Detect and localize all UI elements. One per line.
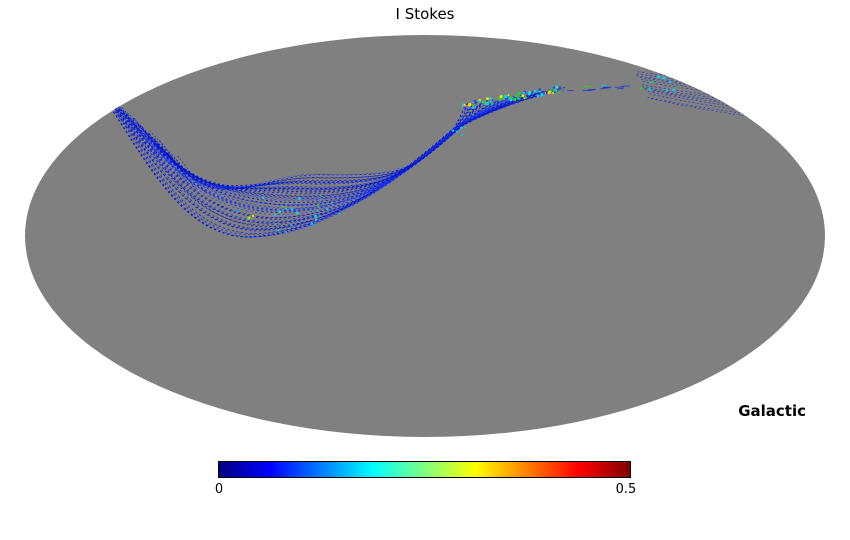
projection-ellipse — [25, 35, 825, 437]
coordinate-system-label: Galactic — [738, 402, 806, 420]
colorbar-min-label: 0 — [214, 482, 224, 497]
colorbar — [218, 461, 631, 478]
scan-swath — [85, 71, 764, 238]
figure-title: I Stokes — [395, 5, 455, 23]
colorbar-max-label: 0.5 — [615, 482, 637, 497]
